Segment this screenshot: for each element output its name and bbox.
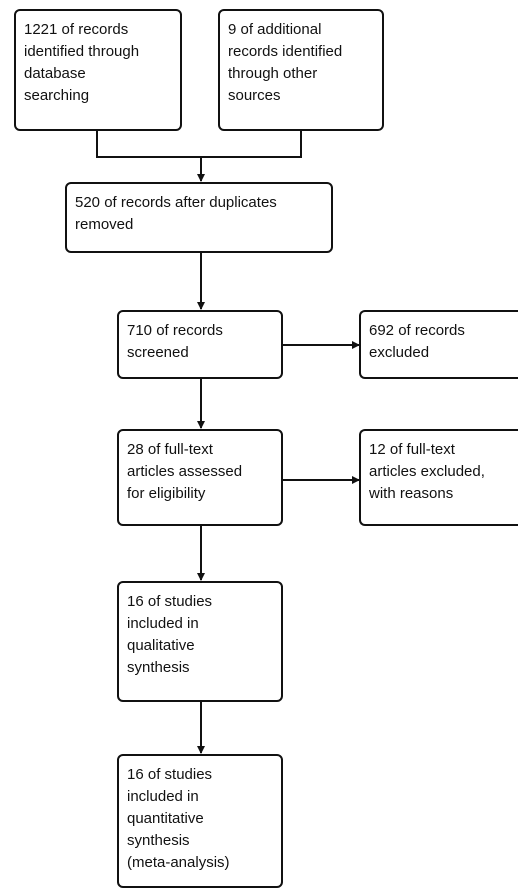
records-excluded-box: 692 of records excluded: [359, 310, 518, 379]
records-identified-database-box: 1221 of records identified through datab…: [14, 9, 182, 131]
records-screened-box: 710 of records screened: [117, 310, 283, 379]
records-after-duplicates-box: 520 of records after duplicates removed: [65, 182, 333, 253]
quantitative-synthesis-box: 16 of studies included in quantitative s…: [117, 754, 283, 888]
qualitative-synthesis-box: 16 of studies included in qualitative sy…: [117, 581, 283, 702]
records-identified-other-box: 9 of additional records identified throu…: [218, 9, 384, 131]
fulltext-assessed-box: 28 of full-text articles assessed for el…: [117, 429, 283, 526]
fulltext-excluded-box: 12 of full-text articles excluded, with …: [359, 429, 518, 526]
